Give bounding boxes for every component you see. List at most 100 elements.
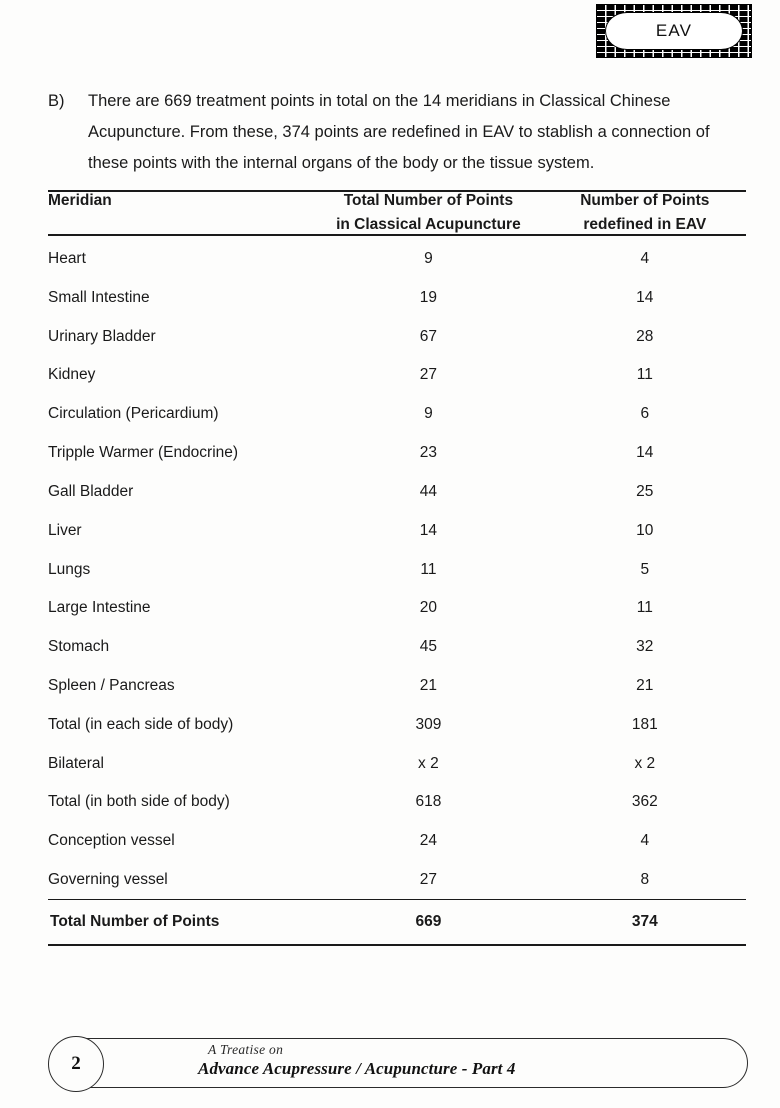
row-eav-count: x 2 bbox=[634, 754, 656, 772]
page-number-badge: 2 bbox=[48, 1036, 104, 1092]
table-row: Gall Bladder 44 25 bbox=[48, 472, 746, 511]
footer-subtitle: A Treatise on bbox=[208, 1042, 284, 1057]
row-classical-count: 27 bbox=[419, 366, 438, 384]
row-eav-count: 10 bbox=[636, 521, 654, 539]
table-row: Total (in both side of body) 618 362 bbox=[48, 783, 746, 822]
row-eav-count: 4 bbox=[640, 250, 650, 267]
page-number-label: 2 bbox=[71, 1053, 81, 1074]
column-header-classical-line2: in Classical Acupuncture bbox=[336, 216, 521, 233]
row-meridian: Total (in each side of body) bbox=[48, 715, 234, 733]
total-row-eav: 374 bbox=[631, 913, 658, 931]
row-classical-count: 23 bbox=[419, 444, 438, 462]
row-eav-count: 5 bbox=[640, 560, 650, 578]
row-eav-count: 14 bbox=[636, 444, 654, 462]
row-meridian: Liver bbox=[48, 521, 82, 539]
row-meridian: Gall Bladder bbox=[48, 482, 134, 500]
column-header-meridian: Meridian bbox=[48, 191, 313, 235]
row-classical-count: 9 bbox=[424, 250, 433, 267]
row-meridian: Total (in both side of body) bbox=[48, 793, 230, 811]
table-total-row: Total Number of Points 669 374 bbox=[48, 899, 746, 946]
row-eav-count: 6 bbox=[640, 405, 650, 423]
row-classical-count: 67 bbox=[419, 327, 438, 345]
table-row: Kidney 27 11 bbox=[48, 356, 746, 395]
row-classical-count: 309 bbox=[415, 715, 442, 733]
table-row: Liver 14 10 bbox=[48, 511, 746, 550]
total-row-classical: 669 bbox=[415, 913, 442, 931]
row-classical-count: 19 bbox=[419, 288, 438, 306]
row-eav-count: 8 bbox=[640, 871, 650, 888]
footer-title-block: A Treatise on Advance Acupressure / Acup… bbox=[198, 1042, 515, 1079]
column-header-eav: Number of Points redefined in EAV bbox=[544, 191, 746, 235]
page-footer: 2 A Treatise on Advance Acupressure / Ac… bbox=[48, 1036, 748, 1092]
column-header-meridian-label: Meridian bbox=[48, 192, 112, 209]
row-classical-count: 44 bbox=[419, 482, 438, 500]
table-row: Conception vessel 24 4 bbox=[48, 822, 746, 861]
table-row: Large Intestine 20 11 bbox=[48, 589, 746, 628]
row-meridian: Heart bbox=[48, 250, 86, 267]
row-eav-count: 25 bbox=[636, 482, 654, 500]
row-eav-count: 181 bbox=[631, 715, 658, 733]
table-row: Spleen / Pancreas 21 21 bbox=[48, 666, 746, 705]
table-row: Bilateral x 2 x 2 bbox=[48, 744, 746, 783]
points-table: Meridian Total Number of Points in Class… bbox=[48, 190, 746, 946]
row-meridian: Stomach bbox=[48, 638, 110, 656]
row-meridian: Circulation (Pericardium) bbox=[48, 405, 219, 423]
row-eav-count: 11 bbox=[636, 366, 653, 384]
row-classical-count: 9 bbox=[424, 405, 433, 423]
row-meridian: Small Intestine bbox=[48, 288, 150, 306]
table-header-row: Meridian Total Number of Points in Class… bbox=[48, 191, 746, 235]
row-classical-count: 14 bbox=[419, 521, 438, 539]
row-meridian: Tripple Warmer (Endocrine) bbox=[48, 444, 239, 462]
row-meridian: Urinary Bladder bbox=[48, 327, 156, 345]
table-row: Governing vessel 27 8 bbox=[48, 861, 746, 900]
row-meridian: Conception vessel bbox=[48, 832, 175, 850]
row-classical-count: 21 bbox=[419, 676, 438, 694]
row-eav-count: 11 bbox=[636, 599, 653, 617]
eav-badge-label: EAV bbox=[655, 21, 693, 40]
row-meridian: Spleen / Pancreas bbox=[48, 676, 175, 694]
table-row: Small Intestine 19 14 bbox=[48, 278, 746, 317]
row-eav-count: 28 bbox=[636, 327, 654, 345]
points-table-container: Meridian Total Number of Points in Class… bbox=[48, 190, 746, 946]
table-row: Lungs 11 5 bbox=[48, 550, 746, 589]
row-classical-count: 45 bbox=[419, 638, 438, 656]
intro-paragraph: B) There are 669 treatment points in tot… bbox=[48, 86, 748, 179]
table-row: Stomach 45 32 bbox=[48, 628, 746, 667]
eav-badge-inner: EAV bbox=[605, 12, 743, 50]
table-row: Total (in each side of body) 309 181 bbox=[48, 705, 746, 744]
row-classical-count: x 2 bbox=[418, 754, 439, 772]
table-row: Circulation (Pericardium) 9 6 bbox=[48, 395, 746, 434]
column-header-classical: Total Number of Points in Classical Acup… bbox=[313, 191, 543, 235]
row-classical-count: 27 bbox=[419, 871, 438, 888]
row-meridian: Lungs bbox=[48, 560, 91, 578]
row-eav-count: 362 bbox=[631, 793, 658, 811]
row-classical-count: 20 bbox=[419, 599, 438, 617]
footer-pill-shape bbox=[62, 1038, 748, 1088]
total-row-label: Total Number of Points bbox=[50, 913, 220, 931]
row-meridian: Large Intestine bbox=[48, 599, 151, 617]
row-meridian: Governing vessel bbox=[48, 871, 168, 888]
row-eav-count: 14 bbox=[636, 288, 654, 306]
table-header: Meridian Total Number of Points in Class… bbox=[48, 191, 746, 235]
column-header-classical-line1: Total Number of Points bbox=[343, 192, 514, 209]
row-classical-count: 24 bbox=[419, 832, 438, 850]
table-row: Urinary Bladder 67 28 bbox=[48, 317, 746, 356]
row-eav-count: 4 bbox=[640, 832, 650, 850]
eav-header-badge: EAV bbox=[596, 4, 752, 58]
row-classical-count: 11 bbox=[420, 560, 437, 578]
row-eav-count: 32 bbox=[636, 638, 654, 656]
row-classical-count: 618 bbox=[415, 793, 442, 811]
column-header-eav-line2: redefined in EAV bbox=[583, 216, 707, 233]
row-meridian: Kidney bbox=[48, 366, 96, 384]
row-eav-count: 21 bbox=[636, 676, 654, 694]
table-footer: Total Number of Points 669 374 bbox=[48, 899, 746, 946]
column-header-eav-line1: Number of Points bbox=[580, 192, 710, 209]
row-meridian: Bilateral bbox=[48, 754, 104, 772]
table-row: Tripple Warmer (Endocrine) 23 14 bbox=[48, 434, 746, 473]
table-body: Heart 9 4 Small Intestine 19 14 Urinary Bladde… bbox=[48, 235, 746, 900]
intro-list-marker: B) bbox=[48, 92, 65, 110]
footer-title: Advance Acupressure / Acupuncture - Part… bbox=[198, 1059, 516, 1078]
table-row: Heart 9 4 bbox=[48, 235, 746, 278]
intro-text: There are 669 treatment points in total … bbox=[88, 92, 710, 172]
